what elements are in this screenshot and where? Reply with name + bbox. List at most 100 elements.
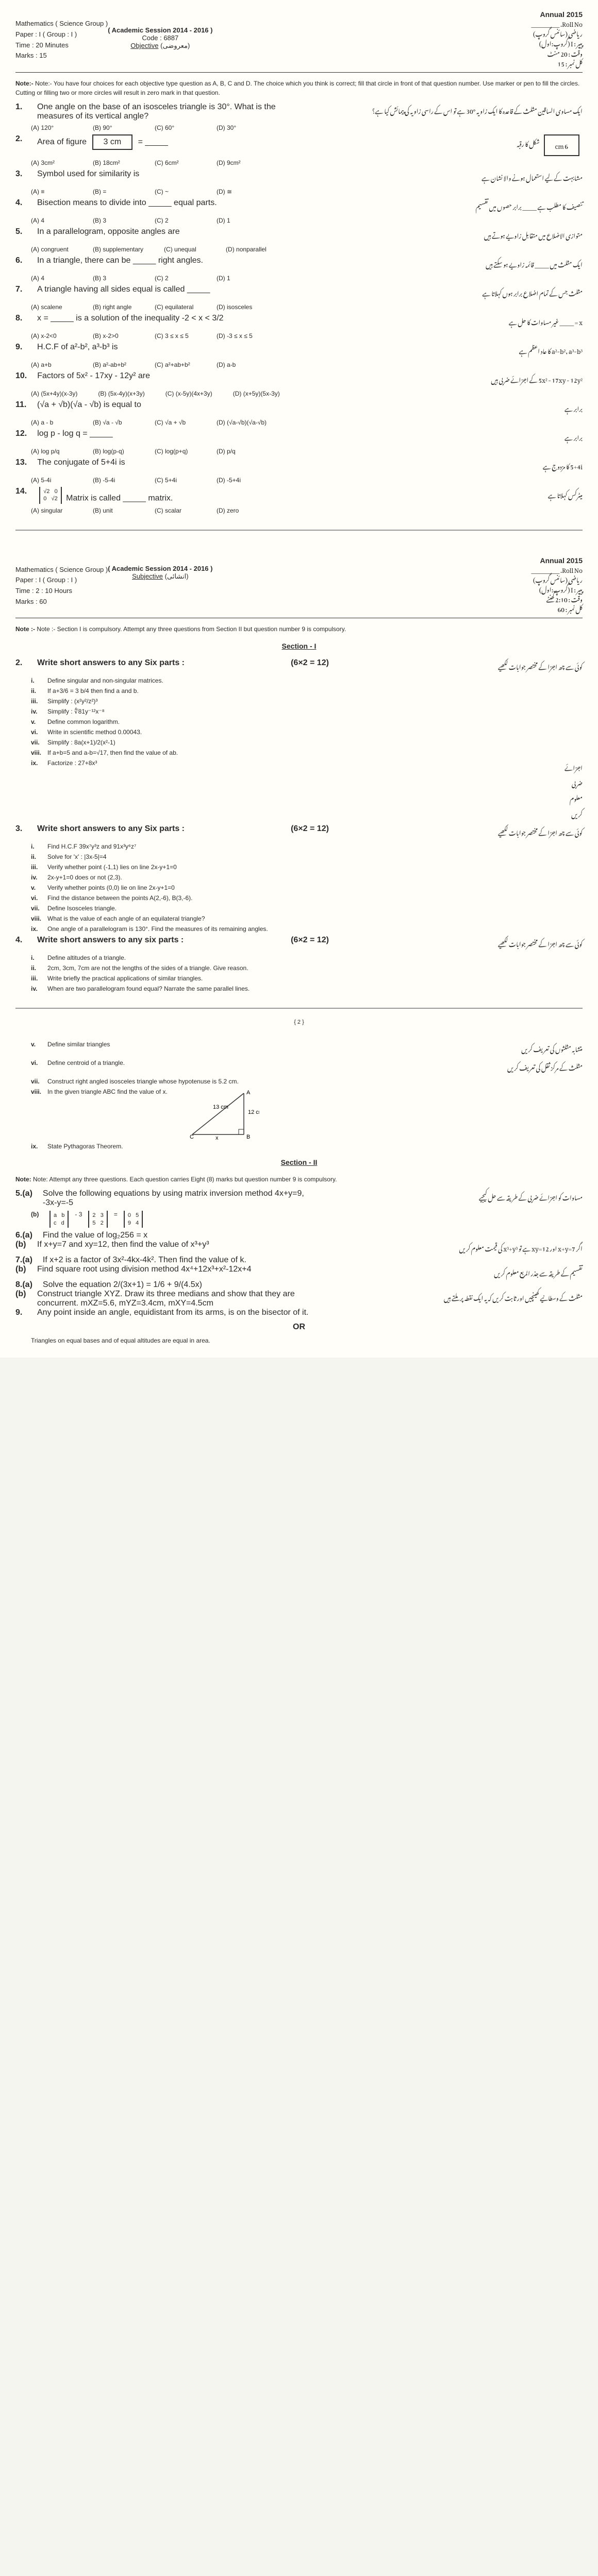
q5: 5. In a parallelogram, opposite angles a…	[15, 227, 583, 243]
q2-iii: iii.Simplify : (x²y²/z²)³	[31, 698, 583, 705]
q4-i: i.Define altitudes of a triangle.	[31, 954, 583, 961]
rollno: Roll No. __________	[212, 19, 583, 28]
q5-options: (A) congruent (B) supplementary (C) uneq…	[31, 246, 583, 253]
q9: 9. Any point inside an angle, equidistan…	[15, 1308, 583, 1317]
q4-ix: ix.State Pythagoras Theorem.	[31, 1143, 583, 1150]
type-2: Subjective (انشائی)	[108, 572, 212, 581]
q8: 8. x = _____ is a solution of the inequa…	[15, 314, 583, 329]
session-2: ( Academic Session 2014 - 2016 )	[108, 565, 212, 572]
marks-info: Marks : 15	[15, 50, 108, 61]
q4-iv: iv.When are two parallelogram found equa…	[31, 985, 583, 992]
q11-options: (A) a - b (B) √a - √b (C) √a + √b (D) (√…	[31, 419, 583, 426]
q6-a: 6.(a) Find the value of log₂256 = x	[15, 1231, 583, 1240]
q4-options: (A) 4 (B) 3 (C) 2 (D) 1	[31, 217, 583, 224]
q3-iii: iii.Verify whether point (-1,1) lies on …	[31, 863, 583, 871]
q4-iii: iii.Write briefly the practical applicat…	[31, 975, 583, 982]
q7: 7. A triangle having all sides equal is …	[15, 285, 583, 300]
q13-options: (A) 5-4i (B) -5-4i (C) 5+4i (D) -5+4i	[31, 477, 583, 484]
q3-options: (A) ≡ (B) = (C) ~ (D) ≅	[31, 188, 583, 195]
svg-text:B: B	[246, 1134, 250, 1140]
section1-title: Section - I	[15, 642, 583, 650]
paper2-header: Mathematics ( Science Group ) Paper : I …	[15, 565, 583, 619]
q6: 6. In a triangle, there can be _____ rig…	[15, 256, 583, 272]
q6-options: (A) 4 (B) 3 (C) 2 (D) 1	[31, 275, 583, 282]
q1: 1. One angle on the base of an isosceles…	[15, 103, 583, 121]
subject-2: Mathematics ( Science Group )	[15, 565, 108, 575]
q2-i: i.Define singular and non-singular matri…	[31, 677, 583, 684]
q2-vi: vi.Write in scientific method 0.00043.	[31, 728, 583, 736]
q2-iv: iv.Simplify : ∜81y⁻¹²x⁻⁸	[31, 708, 583, 715]
q3-vii: vii.Define Isosceles triangle.	[31, 905, 583, 912]
section2-title: Section - II	[15, 1158, 583, 1166]
code: Code : 6887	[108, 34, 212, 42]
q3-ix: ix.One angle of a parallelogram is 130°.…	[31, 925, 583, 933]
q14: 14. √2 00 √2 Matrix is called _____ matr…	[15, 487, 583, 504]
note-2: Note :- Note :- Section I is compulsory.…	[15, 624, 583, 634]
urdu-time: وقت : 20 منٹ	[212, 48, 583, 58]
q2-vii: vii.Simplify : 8a(x+1)/2(x²-1)	[31, 739, 583, 746]
q3-viii: viii.What is the value of each angle of …	[31, 915, 583, 922]
urdu-subject: ریاضی (سائنس گروپ)	[212, 28, 583, 38]
q5-a: 5.(a) Solve the following equations by u…	[15, 1189, 583, 1208]
q9: 9. H.C.F of a²-b², a³-b³ is a²-b², a³-b³…	[15, 343, 583, 358]
q4-vi: vi.Define centroid of a triangle. مثلث ک…	[31, 1059, 583, 1075]
q4: 4. Bisection means to divide into _____ …	[15, 198, 583, 214]
svg-text:12 cm: 12 cm	[248, 1109, 259, 1115]
q3-i: i.Find H.C.F 39x⁷y³z and 91x³y⁶z⁷	[31, 843, 583, 850]
paper-info-2: Paper : I ( Group : I )	[15, 575, 108, 586]
q3-vi: vi.Find the distance between the points …	[31, 894, 583, 902]
q3-head: 3. Write short answers to any Six parts …	[15, 824, 583, 840]
triangle-icon: C B A 13 cm 12 cm x	[187, 1088, 259, 1140]
session: ( Academic Session 2014 - 2016 )	[108, 26, 212, 34]
q13: 13. The conjugate of 5+4i is 5+4i کا مزد…	[15, 458, 583, 473]
q8-options: (A) x-2<0 (B) x-2>0 (C) 3 ≤ x ≤ 5 (D) -3…	[31, 332, 583, 340]
q12-options: (A) log p/q (B) log(p-q) (C) log(p+q) (D…	[31, 448, 583, 455]
svg-text:C: C	[190, 1134, 194, 1140]
q4-vii: vii.Construct right angled isosceles tri…	[31, 1078, 583, 1085]
q4-head: 4. Write short answers to any six parts …	[15, 936, 583, 951]
paper1-header: Mathematics ( Science Group ) Paper : I …	[15, 19, 583, 73]
q14-options: (A) singular (B) unit (C) scalar (D) zer…	[31, 507, 583, 514]
q2-options: (A) 3cm² (B) 18cm² (C) 6cm² (D) 9cm²	[31, 159, 583, 166]
annual-label-2: Annual 2015	[15, 556, 583, 565]
subject: Mathematics ( Science Group )	[15, 19, 108, 29]
time-info-2: Time : 2 : 10 Hours	[15, 586, 108, 597]
q7-a: 7.(a) If x+2 is a factor of 3x²-4kx-4k².…	[15, 1256, 583, 1265]
urdu-marks: کل نمبر : 15	[212, 58, 583, 68]
q10-options: (A) (5x+4y)(x-3y) (B) (5x-4y)(x+3y) (C) …	[31, 390, 583, 397]
q11: 11. (√a + √b)(√a - √b) is equal to برابر…	[15, 400, 583, 416]
q9-or: Triangles on equal bases and of equal al…	[31, 1337, 583, 1344]
q1-options: (A) 120° (B) 90° (C) 60° (D) 30°	[31, 124, 583, 131]
q2-viii: viii.If a+b=5 and a-b=√17, then find the…	[31, 749, 583, 756]
svg-text:x: x	[215, 1135, 219, 1140]
q2-head: 2. Write short answers to any Six parts …	[15, 658, 583, 674]
q4-v: v.Define similar triangles متشابہ مثلثوں…	[31, 1041, 583, 1056]
q2: 2. Area of figure 3 cm = _____ 6 cm شکل …	[15, 134, 583, 156]
q8-b: (b) Construct triangle XYZ. Draw its thr…	[15, 1290, 583, 1308]
marks-info-2: Marks : 60	[15, 597, 108, 607]
q10: 10. Factors of 5x² - 17xy - 12y² are 5x²…	[15, 371, 583, 387]
q5-b: (b) a bc d - 3 2 35 2 = 0 59 4	[31, 1211, 583, 1228]
instructions-note: Note:- Note:- You have four choices for …	[15, 79, 583, 97]
or-label: OR	[15, 1323, 583, 1332]
urdu-paper: پیپر : I (گروپ:اول)	[212, 38, 583, 48]
q2-v: v.Define common logarithm.	[31, 718, 583, 725]
q4-viii: viii. In the given triangle ABC find the…	[31, 1088, 583, 1140]
type: Objective (معروضی)	[108, 42, 212, 50]
q8-a: 8.(a) Solve the equation 2/(3x+1) = 1/6 …	[15, 1280, 583, 1290]
note-section2: Note: Note: Attempt any three questions.…	[15, 1175, 583, 1184]
q12: 12. log p - log q = _____ برابر ہے	[15, 429, 583, 445]
q3-iv: iv.2x-y+1=0 does or not (2,3).	[31, 874, 583, 881]
q4-ii: ii.2cm, 3cm, 7cm are not the lengths of …	[31, 964, 583, 972]
q9-options: (A) a+b (B) a²-ab+b² (C) a²+ab+b² (D) a-…	[31, 361, 583, 368]
q7-b: (b) Find square root using division meth…	[15, 1265, 583, 1280]
svg-text:13 cm: 13 cm	[213, 1104, 228, 1110]
q2-ix: ix.Factorize : 27+8x³ اجزائے ضربی معلوم …	[31, 759, 583, 821]
svg-text:A: A	[246, 1090, 251, 1096]
q3: 3. Symbol used for similarity is مشابہت …	[15, 170, 583, 185]
q3-ii: ii.Solve for 'x' : |3x-5|=4	[31, 853, 583, 860]
q7-options: (A) scalene (B) right angle (C) equilate…	[31, 303, 583, 311]
q3-v: v.Verify whether points (0,0) lie on lin…	[31, 884, 583, 891]
annual-label: Annual 2015	[15, 10, 583, 19]
time-info: Time : 20 Minutes	[15, 40, 108, 51]
